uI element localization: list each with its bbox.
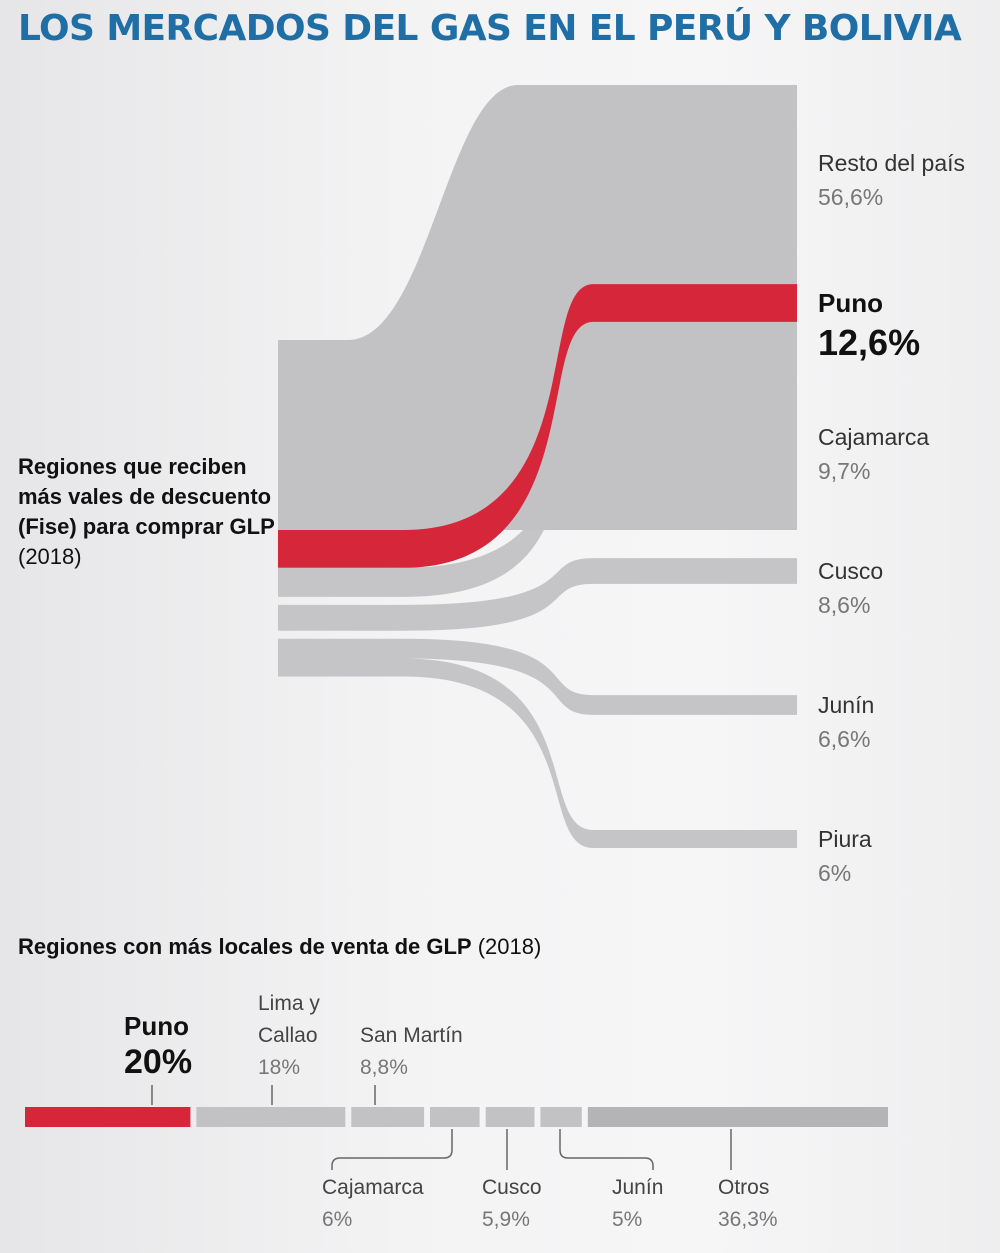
flow-resto-del-pais [278,85,797,530]
sankey-label-cusco: Cusco [818,558,884,584]
bar-label-lima-line2: Callao [258,1024,318,1047]
sankey-value-cusco: 8,6% [818,592,871,618]
bar-value-puno: 20% [124,1043,193,1081]
bar-label-lima-line1: Lima y [258,992,320,1015]
sankey-intro-year: (2018) [18,544,82,569]
bar-label-junin: Junín [612,1176,664,1199]
sankey-intro-title: Regiones que reciben más vales de descue… [18,454,275,539]
leader-junin [559,1129,654,1170]
sankey-intro: Regiones que reciben más vales de descue… [18,452,288,572]
sankey-value-junin: 6,6% [818,726,871,752]
bar-junin [540,1107,582,1127]
bar-value-san-martin: 8,8% [360,1056,408,1079]
bar-value-cusco: 5,9% [482,1208,530,1231]
flow-cusco [278,558,797,631]
sankey-label-cajamarca: Cajamarca [818,424,930,450]
bar-value-cajamarca: 6% [322,1208,353,1231]
sankey-label-piura: Piura [818,826,872,852]
bar-value-junin: 5% [612,1208,643,1231]
flow-piura [278,658,797,848]
bar-cajamarca [430,1107,480,1127]
bar-value-lima-y-callao: 18% [258,1056,301,1079]
flow-junin [278,638,797,715]
bar-label-cusco: Cusco [482,1176,542,1199]
sankey-label-resto-del-pais: Resto del país [818,150,966,176]
sankey-value-piura: 6% [818,860,852,886]
flow-cajamarca [278,422,797,597]
bar-value-otros: 36,3% [718,1208,778,1231]
bar-label-otros: Otros [718,1176,770,1199]
bar-san-martin [351,1107,425,1127]
flow-puno [278,284,797,568]
bar-label-cajamarca: Cajamarca [322,1176,424,1199]
sankey-label-junin: Junín [818,692,875,718]
bar-label-san-martin: San Martín [360,1024,463,1047]
leader-cajamarca [331,1129,453,1170]
sankey-value-cajamarca: 9,7% [818,458,871,484]
bar-otros [587,1107,888,1127]
page-title: LOS MERCADOS DEL GAS EN EL PERÚ Y BOLIVI… [18,8,962,49]
sankey-label-puno: Puno [818,288,883,318]
bars-title-year: (2018) [477,934,542,959]
sankey-value-resto-del-pais: 56,6% [818,184,884,210]
bar-puno [25,1107,191,1127]
bar-cusco [485,1107,535,1127]
bars-section-title: Regiones con más locales de venta de GLP… [18,934,541,960]
bar-lima-y-callao [196,1107,346,1127]
sankey-value-puno: 12,6% [818,322,921,363]
bar-label-puno: Puno [124,1011,189,1041]
bars-title: Regiones con más locales de venta de GLP [18,934,472,959]
